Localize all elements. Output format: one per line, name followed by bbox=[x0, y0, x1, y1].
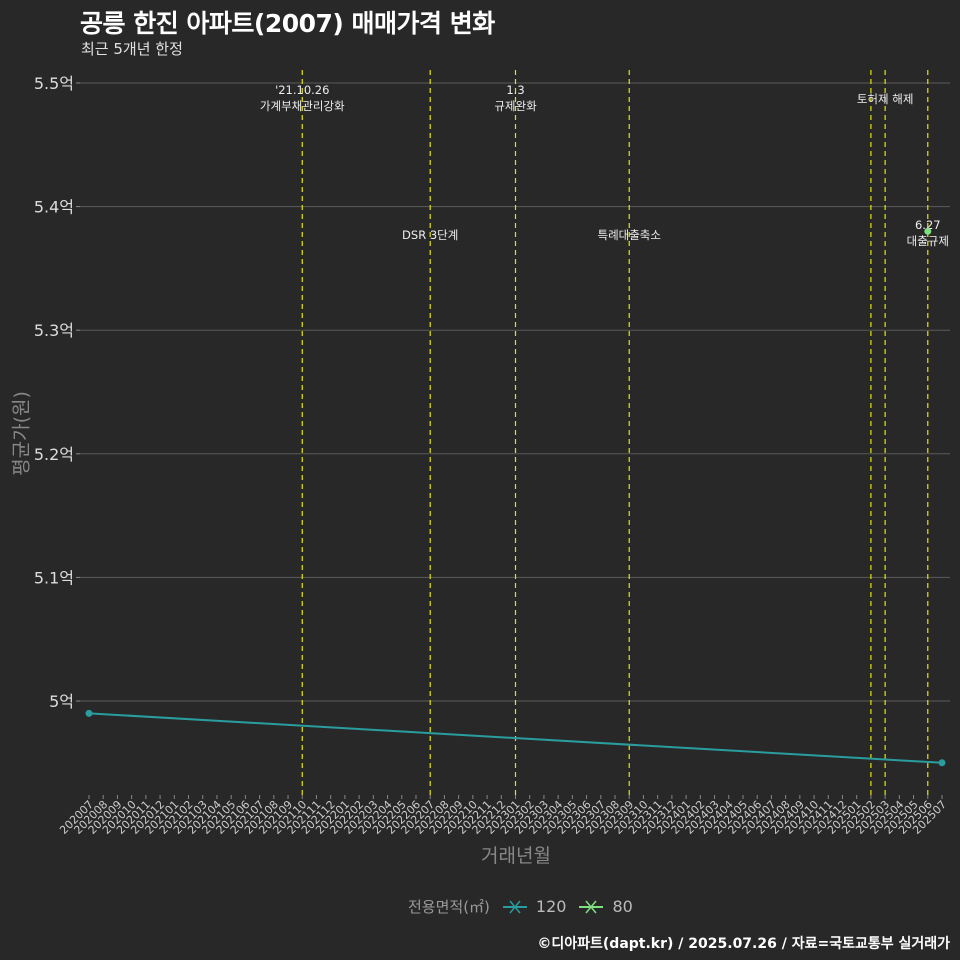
y-tick-label: 5.1억 bbox=[34, 568, 74, 587]
y-tick-label: 5억 bbox=[49, 692, 74, 711]
event-annotation: 토허제 해제 bbox=[857, 92, 914, 106]
legend-item-80: 80 bbox=[578, 897, 633, 916]
data-point-80 bbox=[924, 227, 932, 235]
data-point-120 bbox=[85, 709, 93, 717]
event-annotation: '21.10.26 bbox=[275, 83, 329, 97]
legend-label-80: 80 bbox=[612, 897, 633, 916]
x-axis-label: 거래년월 bbox=[481, 845, 551, 867]
event-annotation: 가계부채관리강화 bbox=[260, 99, 345, 113]
chart-title: 공릉 한진 아파트(2007) 매매가격 변화 bbox=[80, 9, 495, 38]
event-annotation: 대출규제 bbox=[907, 234, 949, 248]
event-annotation: 6.27 bbox=[915, 218, 941, 232]
y-tick-label: 5.5억 bbox=[34, 74, 74, 93]
y-tick-label: 5.4억 bbox=[34, 198, 74, 217]
legend: 전용면적(㎡) 120 80 bbox=[408, 896, 633, 917]
event-annotation: 특례대출축소 bbox=[597, 228, 660, 242]
legend-80-swatch-icon bbox=[579, 900, 604, 913]
legend-120-swatch-icon bbox=[502, 900, 527, 913]
legend-item-120: 120 bbox=[502, 897, 567, 916]
series-line-120 bbox=[88, 712, 943, 764]
event-annotation: DSR 3단계 bbox=[402, 228, 458, 242]
event-annotation: 1.3 bbox=[506, 83, 524, 97]
y-tick-label: 5.3억 bbox=[34, 321, 74, 340]
y-axis-label: 평균가(원) bbox=[10, 391, 33, 476]
legend-title: 전용면적(㎡) bbox=[408, 898, 490, 916]
data-point-120 bbox=[938, 759, 946, 767]
legend-label-120: 120 bbox=[535, 897, 567, 916]
footer-credit: ©디아파트(dapt.kr) / 2025.07.26 / 자료=국토교통부 실… bbox=[537, 936, 950, 952]
chart-subtitle: 최근 5개년 한정 bbox=[81, 40, 183, 58]
event-annotation: 규제완화 bbox=[494, 99, 537, 113]
y-tick-label: 5.2억 bbox=[34, 445, 74, 464]
